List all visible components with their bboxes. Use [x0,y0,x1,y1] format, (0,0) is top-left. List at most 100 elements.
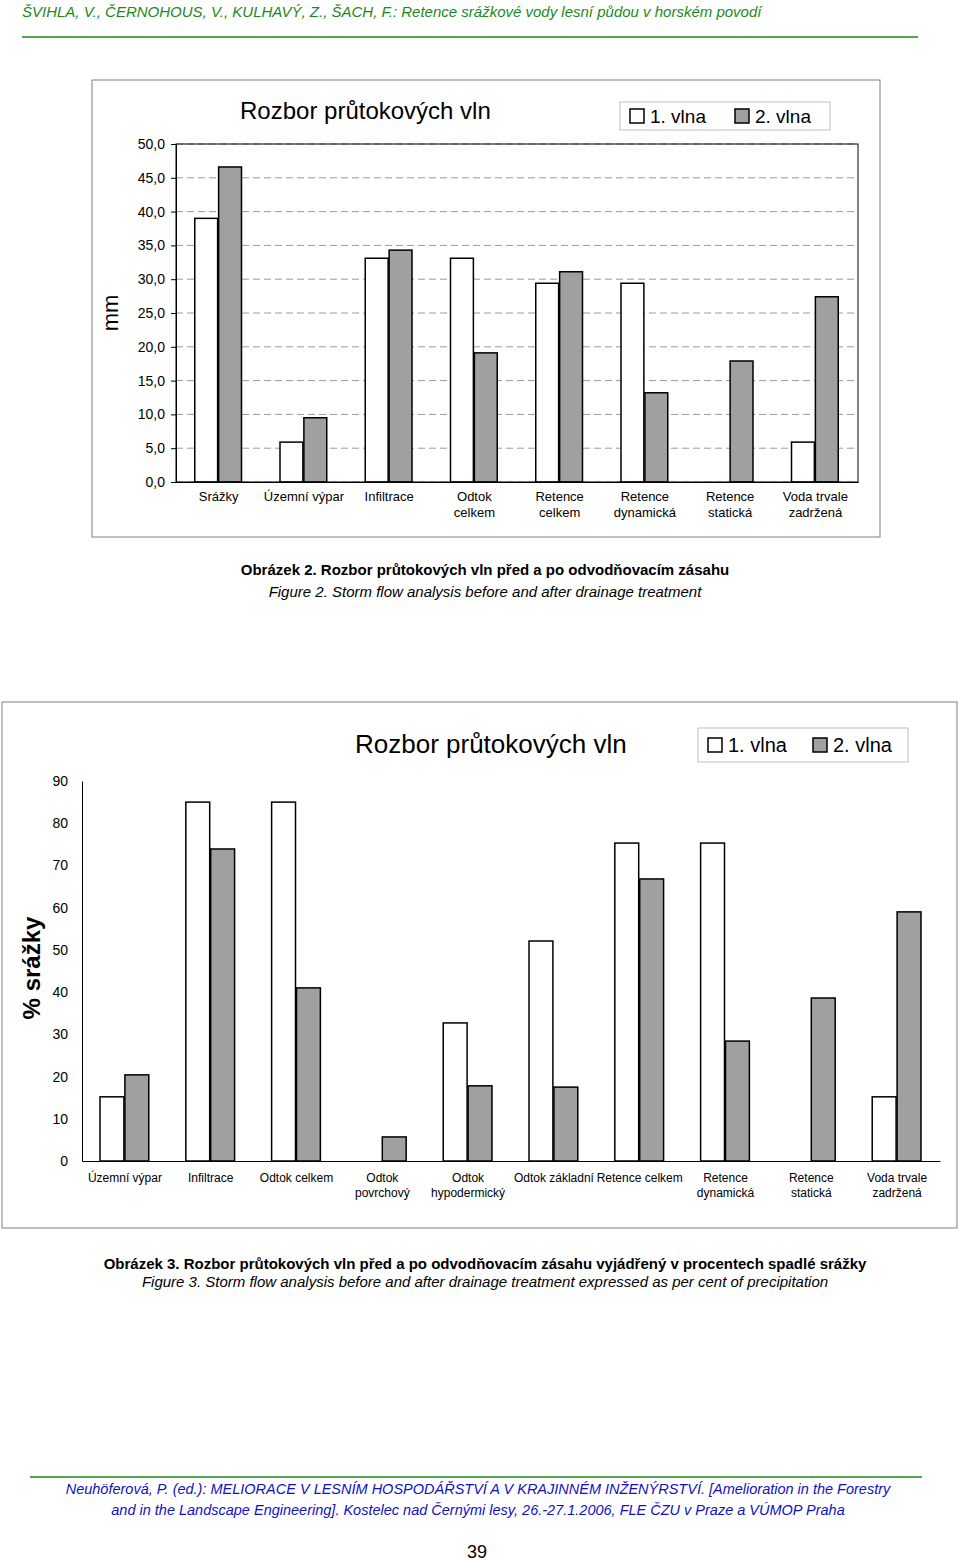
x-tick: Retencestatická [706,482,754,520]
bar [640,879,664,1161]
x-axis: SrážkyÚzemní výparInfiltraceOdtokcelkemR… [177,482,859,520]
bar [382,1137,406,1161]
x-tick-label-line: Územní výpar [264,489,345,504]
x-tick-label-line: statická [791,1186,832,1200]
bar [811,998,835,1161]
footer-line: Neuhöferová, P. (ed.): MELIORACE V LESNÍ… [66,1481,891,1497]
x-tick-label-line: Voda trvale [783,489,848,504]
grid-line [176,279,858,280]
x-tick: Retencedynamická [697,1161,755,1200]
bar [219,167,242,482]
x-tick-label: Retencestatická [789,1171,834,1200]
y-tick-label: 15,0 [138,373,165,389]
grid-line [176,380,858,381]
bar [125,1075,149,1161]
legend-box [620,102,830,130]
plot-frame [176,144,858,482]
x-tick: Infiltrace [188,1161,234,1185]
x-tick-label-line: Infiltrace [188,1171,234,1185]
page: ŠVIHLA, V., ČERNOHOUS, V., KULHAVÝ, Z., … [0,0,960,1560]
y-tick: 30,0 [138,271,176,287]
y-tick: 90 [52,773,82,789]
chart-frame [2,702,957,1228]
x-tick-label-line: hypodermický [431,1186,505,1200]
x-tick-label-line: Odtok základní [514,1171,595,1185]
x-tick-label-line: Retence [535,489,583,504]
x-tick: Voda trvalezadržená [783,482,848,520]
x-tick: Odtok celkem [260,1161,333,1185]
y-tick-label: 50,0 [138,136,165,152]
legend: 1. vlna2. vlna [620,102,830,130]
page-svg: ŠVIHLA, V., ČERNOHOUS, V., KULHAVÝ, Z., … [0,0,960,1560]
x-tick-label-line: Voda trvale [867,1171,927,1185]
x-tick-label: Odtokhypodermický [431,1171,505,1200]
x-tick-label: Územní výpar [264,489,345,504]
y-axis: 0,05,010,015,020,025,030,035,040,045,050… [138,136,177,490]
x-tick: Odtokpovrchový [355,1161,410,1200]
y-tick: 40 [52,984,82,1000]
bar [280,442,303,482]
y-axis: 0102030405060708090 [52,773,82,1169]
bars [195,167,838,482]
bar [468,1086,492,1161]
x-tick: Územní výpar [88,1161,162,1185]
x-axis-line [177,482,859,483]
x-tick-label-line: Retence [621,489,669,504]
y-tick: 5,0 [146,440,176,456]
y-tick: 0 [60,1153,82,1169]
y-tick-mark [171,144,176,145]
y-tick-mark [171,212,176,213]
caption-english: Figure 3. Storm flow analysis before and… [142,1273,828,1290]
bar [615,843,639,1161]
bar [211,849,235,1161]
y-tick-label: 0,0 [146,474,166,490]
bar [100,1097,124,1161]
bar [730,361,753,482]
y-tick-label: 45,0 [138,170,165,186]
bar [554,1087,578,1161]
y-tick-label: 60 [52,900,68,916]
y-tick-mark [171,381,176,382]
y-tick-mark [171,414,176,415]
x-tick-label-line: celkem [539,505,580,520]
y-tick-label: 40 [52,984,68,1000]
x-tick: Voda trvalezadržená [867,1161,927,1200]
grid-line [176,448,858,449]
y-tick-label: 40,0 [138,204,165,220]
x-tick-label: Retencedynamická [697,1171,755,1200]
bar [815,297,838,482]
bar [272,802,296,1161]
bar [195,218,218,482]
y-tick-label: 70 [52,857,68,873]
legend-label: 2. vlna [755,106,811,127]
x-tick-label: Retence celkem [597,1171,683,1185]
x-tick-label-line: zadržená [789,505,843,520]
chart: 0102030405060708090Územní výparInfiltrac… [2,702,957,1228]
y-tick-mark [171,347,176,348]
x-tick-label: Srážky [199,489,239,504]
bar [701,843,725,1161]
caption-title: Obrázek 2. Rozbor průtokových vln před a… [241,561,729,578]
bar [645,393,668,482]
y-tick-label: 20,0 [138,339,165,355]
grid-line [176,346,858,347]
x-tick-label: Odtok celkem [260,1171,333,1185]
y-tick: 50 [52,942,82,958]
caption-title: Obrázek 3. Rozbor průtokových vln před a… [104,1255,867,1272]
x-tick: Retencestatická [789,1161,834,1200]
y-tick: 0,0 [146,474,176,490]
x-tick-label-line: Retence [703,1171,748,1185]
legend: 1. vlna2. vlna [698,728,908,762]
grid-line [176,245,858,246]
chart-title: Rozbor průtokových vln [355,729,627,759]
y-tick-label: 35,0 [138,237,165,253]
footer-rule [30,1476,922,1478]
x-tick-label: Retencestatická [706,489,754,520]
y-tick: 15,0 [138,373,176,389]
x-tick: Územní výpar [264,482,345,504]
y-tick-label: 30,0 [138,271,165,287]
x-tick: Odtokcelkem [454,482,495,520]
x-tick-label: Voda trvalezadržená [783,489,848,520]
running-header: ŠVIHLA, V., ČERNOHOUS, V., KULHAVÝ, Z., … [22,3,763,20]
bar [474,353,497,482]
